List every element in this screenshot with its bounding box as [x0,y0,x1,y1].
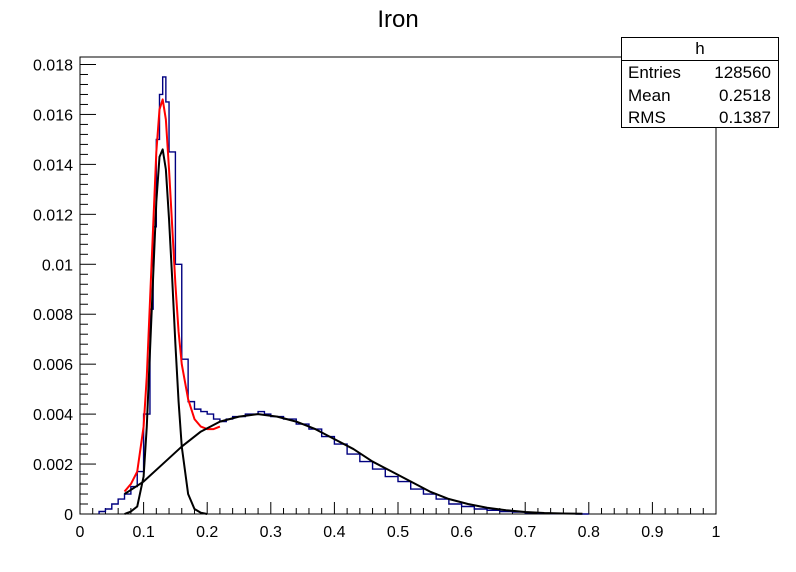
y-tick-label: 0 [64,507,73,524]
x-tick-label: 0.7 [514,524,536,541]
stats-box: h Entries 128560 Mean 0.2518 RMS 0.1387 [621,37,779,128]
stats-label: Mean [628,85,671,105]
stats-value: 128560 [714,63,771,82]
y-tick-label: 0.016 [33,107,73,124]
y-tick-label: 0.002 [33,457,73,474]
y-tick-label: 0.018 [33,57,73,74]
y-tick-label: 0.004 [33,407,73,424]
stats-row-entries: Entries 128560 [622,61,778,84]
x-tick-label: 0.5 [387,524,409,541]
y-tick-label: 0.006 [33,357,73,374]
stats-label: Entries [628,63,681,82]
stats-label: RMS [628,108,666,127]
fit-curve-2 [124,148,208,515]
y-tick-label: 0.008 [33,307,73,324]
x-tick-label: 0.6 [450,524,472,541]
y-tick-label: 0.014 [33,157,73,174]
fit-curve-1 [123,98,221,493]
stats-row-rms: RMS 0.1387 [622,106,778,129]
x-tick-label: 0.3 [260,524,282,541]
x-tick-label: 0.4 [323,524,345,541]
stats-value: 0.2518 [719,85,771,105]
y-tick-label: 0.01 [42,257,73,274]
x-tick-label: 0.1 [132,524,154,541]
fit-curve-3 [123,413,583,515]
stats-name: h [622,38,778,61]
x-tick-label: 0 [76,524,85,541]
y-tick-label: 0.012 [33,207,73,224]
x-tick-label: 0.2 [196,524,218,541]
x-tick-label: 0.9 [641,524,663,541]
stats-value: 0.1387 [719,108,771,127]
chart-title: Iron [377,6,419,33]
stats-row-mean: Mean 0.2518 [622,84,778,107]
x-tick-label: 1 [712,524,721,541]
x-tick-label: 0.8 [578,524,600,541]
